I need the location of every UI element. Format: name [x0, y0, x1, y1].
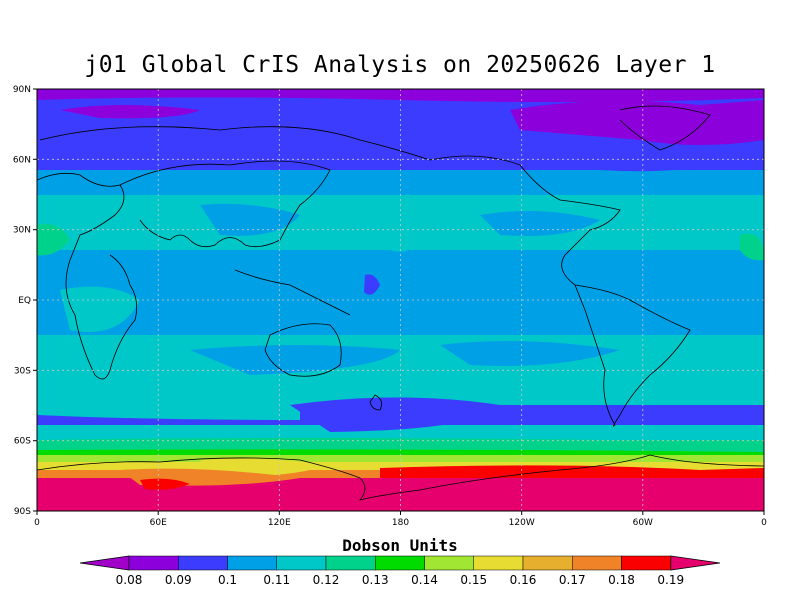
- lon-label: 120E: [268, 518, 291, 528]
- colorbar-label: 0.12: [312, 573, 340, 587]
- colorbar-label: 0.17: [558, 573, 586, 587]
- colorbar-label: 0.15: [460, 573, 488, 587]
- colorbar-label: 0.16: [509, 573, 537, 587]
- colorbar-title: Dobson Units: [342, 536, 458, 555]
- field-blob: [440, 341, 620, 366]
- colorbar-segment: [473, 555, 524, 571]
- lon-labels: 0 60E 120E 180 120W 60W 0: [34, 518, 767, 528]
- coastline-north-america: [429, 155, 621, 286]
- map-title: j01 Global CrIS Analysis on 20250626 Lay…: [84, 52, 716, 78]
- field-blob: [190, 345, 400, 375]
- colorbar-segment: [325, 555, 376, 571]
- field-blob: [380, 198, 440, 252]
- coastline-africa-europe: [37, 172, 138, 380]
- colorbar-min-arrow: [79, 555, 130, 571]
- field-blob: [37, 138, 160, 170]
- lat-labels: 90N 60N 30N EQ 30S 60S 90S: [13, 85, 31, 517]
- colorbar-label: 0.08: [115, 573, 143, 587]
- field-blob: [140, 478, 190, 490]
- field-blob: [200, 203, 300, 236]
- gridlines: [37, 89, 764, 511]
- field-blob: [60, 105, 200, 119]
- colorbar-segment: [375, 555, 425, 571]
- lat-label: 90S: [14, 507, 31, 517]
- colorbar-label: 0.18: [608, 573, 635, 587]
- colorbar: [79, 555, 721, 571]
- field-blob: [330, 136, 470, 160]
- coastline-australia: [264, 323, 342, 377]
- field-blob: [560, 150, 740, 172]
- field-blob: [37, 224, 70, 256]
- colorbar-segment: [572, 555, 622, 571]
- lat-label: EQ: [18, 296, 31, 306]
- coastline-new-zealand: [369, 394, 383, 411]
- colorbar-segment: [522, 555, 573, 571]
- colorbar-segment: [128, 555, 179, 571]
- lon-label: 0: [761, 518, 767, 528]
- field-blob: [60, 286, 140, 332]
- field-blob: [364, 274, 380, 295]
- colorbar-label: 0.11: [263, 573, 291, 587]
- colorbar-label: 0.09: [164, 573, 192, 587]
- field-blob: [480, 211, 600, 236]
- lon-label: 180: [392, 518, 409, 528]
- coastline-south-america: [574, 284, 691, 427]
- field-blob: [740, 233, 764, 261]
- lon-label: 60W: [633, 518, 653, 528]
- field-blob: [290, 397, 500, 432]
- lat-label: 30S: [14, 366, 31, 376]
- colorbar-label: 0.19: [657, 573, 685, 587]
- colorbar-label: 0.14: [411, 573, 438, 587]
- tick-marks: [33, 88, 765, 515]
- lon-label: 60E: [150, 518, 167, 528]
- colorbar-label: 0.13: [361, 573, 389, 587]
- coastline-antarctica: [37, 454, 764, 501]
- colorbar-label: 0.1: [217, 573, 238, 587]
- colorbar-segment: [178, 555, 228, 571]
- band-70s: [37, 462, 764, 472]
- lat-label: 60N: [13, 155, 31, 165]
- field-blob: [37, 395, 300, 420]
- coastlines: [37, 105, 764, 501]
- colorbar-max-arrow: [670, 555, 721, 571]
- colorbar-segment: [276, 555, 327, 571]
- colorbar-segment: [424, 555, 474, 571]
- coastline-asia-north: [39, 126, 431, 161]
- lon-label: 0: [34, 518, 40, 528]
- lat-label: 90N: [13, 85, 31, 95]
- colorbar-segment: [621, 555, 671, 571]
- coastline-greenland: [619, 105, 711, 151]
- lat-label: 60S: [14, 437, 31, 447]
- field-blob: [510, 100, 764, 145]
- field-blob: [380, 465, 764, 478]
- band-65s: [37, 448, 764, 456]
- lat-label: 30N: [13, 226, 31, 236]
- coastline-maritime: [234, 269, 351, 316]
- coastline-asia: [119, 160, 331, 248]
- colorbar-segment: [227, 555, 277, 571]
- lon-label: 120W: [509, 518, 535, 528]
